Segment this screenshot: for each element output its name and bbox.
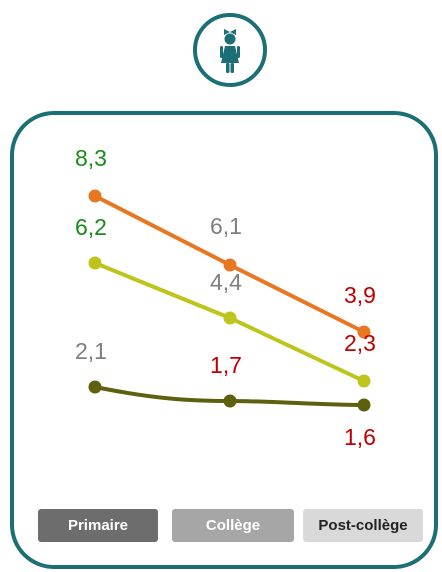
category-label-post-college: Post-collège [303, 509, 423, 542]
data-point-s1-2 [357, 374, 371, 388]
child-girl-icon [190, 10, 270, 90]
data-label-s0-2: 3,9 [344, 282, 376, 308]
data-point-s1-0 [88, 256, 102, 270]
data-label-s2-1: 1,7 [210, 352, 242, 378]
data-point-s0-2 [357, 325, 371, 339]
category-label-college: Collège [172, 509, 294, 542]
data-labels: 8,3 6,1 3,9 6,2 4,4 2,3 2,1 1,7 1,6 [75, 145, 376, 450]
data-label-s1-0: 6,2 [75, 214, 107, 240]
series-points [88, 189, 371, 412]
data-point-s1-1 [223, 311, 237, 325]
data-label-s1-1: 4,4 [210, 269, 242, 295]
data-point-s2-1 [223, 394, 237, 408]
data-label-s2-2: 1,6 [344, 424, 376, 450]
data-point-s0-1 [223, 258, 237, 272]
data-label-s1-2: 2,3 [344, 330, 376, 356]
category-label-primaire: Primaire [38, 509, 158, 542]
data-point-s2-2 [357, 398, 371, 412]
data-point-s2-0 [88, 380, 102, 394]
data-label-s2-0: 2,1 [75, 338, 107, 364]
data-label-s0-0: 8,3 [75, 145, 107, 171]
data-label-s0-1: 6,1 [210, 213, 242, 239]
data-point-s0-0 [88, 189, 102, 203]
chart-frame [10, 111, 438, 569]
